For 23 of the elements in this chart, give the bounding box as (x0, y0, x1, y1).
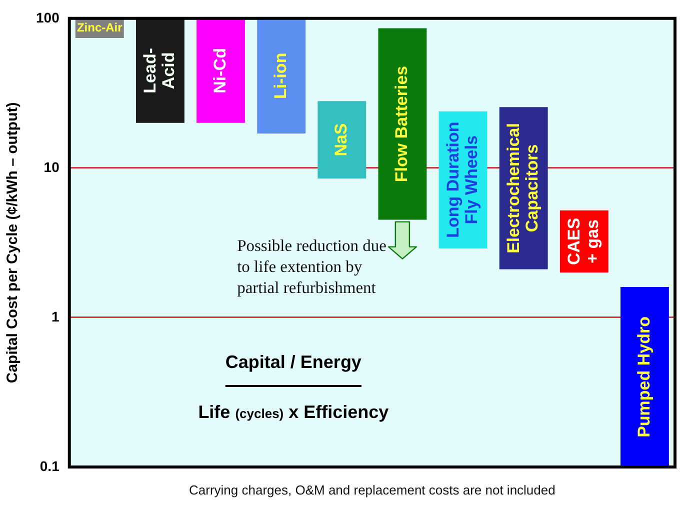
y-tick-label: 0.1 (40, 458, 60, 474)
x-tick-label: Long Duration Fly Wheels (444, 122, 481, 238)
x-tick-label: Flow Batteries (392, 66, 412, 182)
y-tick-label: 10 (44, 158, 60, 175)
text: Carrying charges, O&M and replacement costs are not included (189, 482, 556, 498)
y-axis-title: Capital Cost per Cycle (¢/kWh – output) (4, 102, 22, 384)
annotation: Capital / Energy (225, 352, 362, 372)
y-tick-label: 100 (36, 9, 60, 26)
x-tick-label: Pumped Hydro (634, 316, 654, 438)
x-tick-label: Ni-Cd (210, 48, 230, 94)
bar (620, 286, 669, 467)
x-tick-label: CAES + gas (564, 218, 602, 266)
x-tick-label: Electrochemical Capacitors (504, 123, 542, 254)
y-tick-label: 1 (52, 308, 60, 324)
x-tick-label: Li-ion (271, 52, 290, 100)
x-tick-label: Lead- Acid (140, 48, 178, 94)
bar (318, 101, 366, 178)
bar (257, 18, 306, 134)
x-tick-label: NaS (332, 123, 351, 156)
annotation: Possible reduction due to life extention by partial refurbishment (237, 236, 386, 298)
x-tick-label: Zinc-Air (76, 20, 123, 34)
annotation: Life (cycles) x Efficiency (198, 402, 389, 422)
bar (196, 18, 245, 123)
